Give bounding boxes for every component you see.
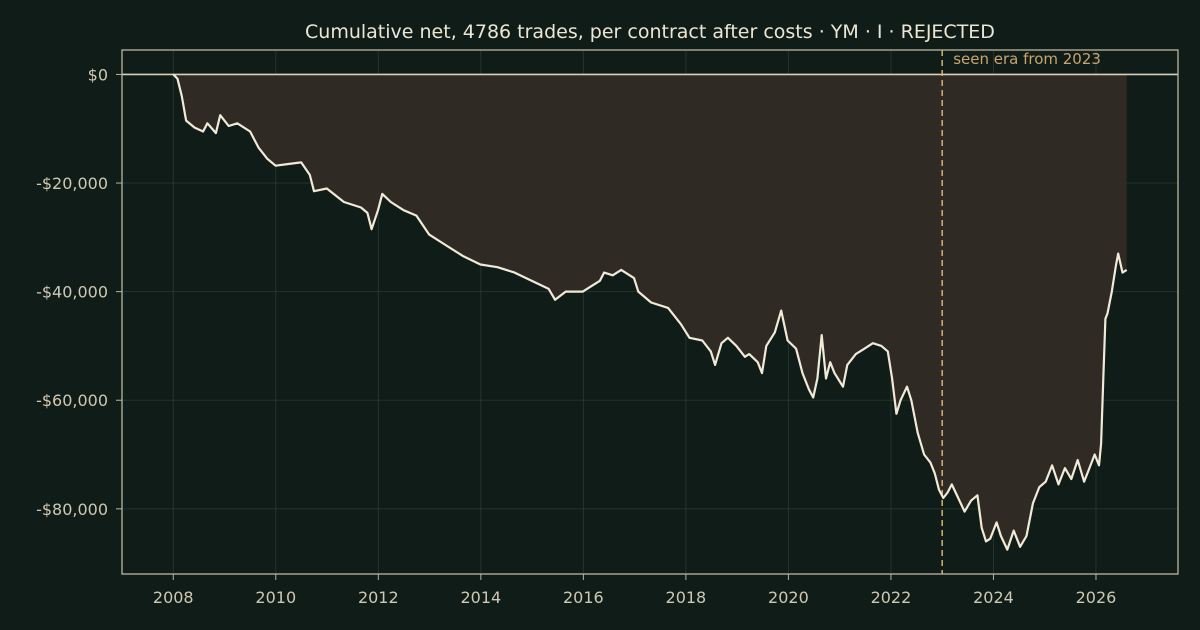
y-tick-label: $0 [88,65,108,84]
y-axis: $0 -$20,000 -$40,000 -$60,000 -$80,000 [36,65,122,519]
plot-frame [121,49,1179,575]
x-tick-label: 2020 [768,588,809,607]
y-tick-label: -$40,000 [36,283,108,302]
x-axis: 2008 2010 2012 2014 2016 2018 2020 2022 2024 2026 [153,574,1116,607]
cumulative-net-line [172,73,1128,551]
x-tick-label: 2016 [563,588,604,607]
y-tick-label: -$20,000 [36,174,108,193]
x-tick-label: 2024 [973,588,1014,607]
cumulative-net-area [173,74,1127,550]
y-tick-label: -$60,000 [36,391,108,410]
x-tick-label: 2014 [460,588,501,607]
x-tick-label: 2022 [871,588,912,607]
x-tick-label: 2008 [153,588,194,607]
x-tick-label: 2012 [358,588,399,607]
x-tick-label: 2018 [666,588,707,607]
x-tick-label: 2010 [255,588,296,607]
chart-title: Cumulative net, 4786 trades, per contrac… [305,21,995,43]
y-tick-label: -$80,000 [36,500,108,519]
x-tick-label: 2026 [1076,588,1117,607]
seen-era-label: seen era from 2023 [953,50,1101,68]
